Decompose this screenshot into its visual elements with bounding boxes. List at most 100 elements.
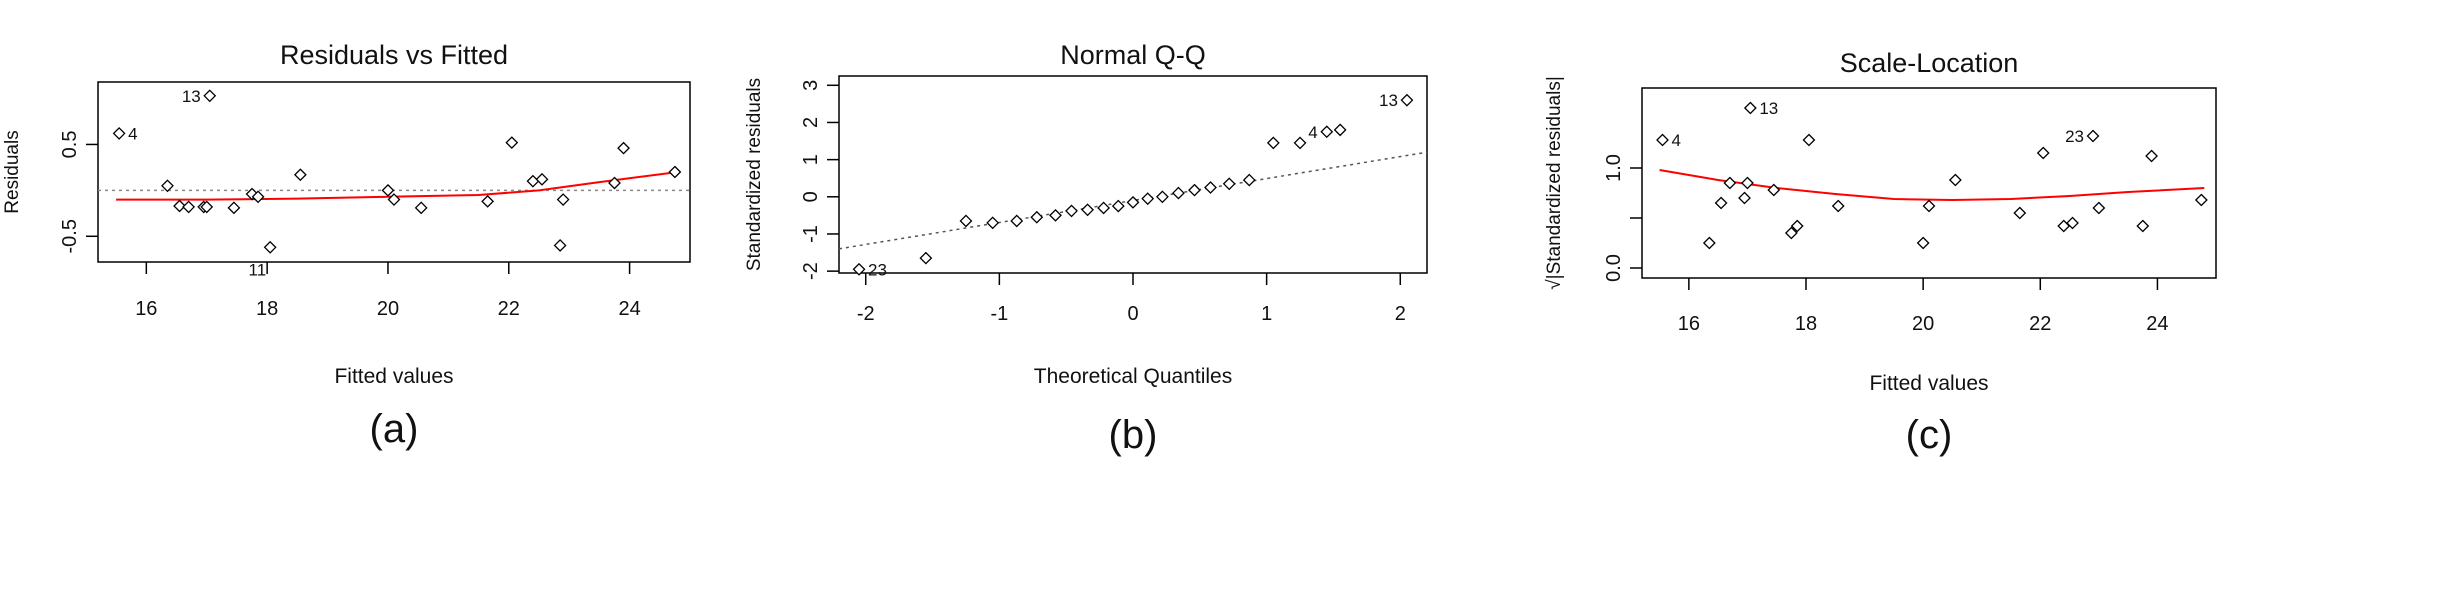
data-point: [381, 183, 395, 197]
y-tick-label: 1.0: [1603, 154, 1625, 182]
y-tick-label: 0.5: [59, 131, 81, 159]
data-point: [553, 239, 567, 252]
y-axis-label: Residuals: [2, 130, 23, 213]
data-point: [1948, 173, 1962, 187]
data-point: [526, 174, 540, 188]
data-point: [1266, 136, 1280, 150]
point-label: 13: [1759, 99, 1778, 118]
data-point: [919, 251, 933, 265]
data-point: [2013, 206, 2027, 220]
data-point: [2066, 216, 2079, 230]
y-tick-label: 1: [800, 154, 822, 165]
data-point: [293, 168, 307, 182]
chart-panel-1: Residuals vs Fitted 16 18 20 22 24 -0.5 0.5 Fitt…: [2, 40, 691, 451]
data-point: [1172, 186, 1185, 200]
chart-title: Residuals vs Fitted: [280, 40, 508, 70]
chart-title: Scale-Location: [1840, 48, 2019, 78]
data-point: [959, 214, 973, 228]
data-point: [1111, 199, 1125, 213]
x-tick-label: 0: [1127, 303, 1138, 325]
data-point: [1049, 208, 1062, 222]
data-point: [200, 200, 214, 214]
point-label: 23: [2065, 127, 2084, 146]
data-point: [1155, 190, 1169, 204]
data-point: [556, 193, 570, 206]
y-tick-label: -0.5: [59, 219, 81, 253]
plot-frame: [838, 75, 1428, 274]
x-tick-label: -1: [990, 303, 1008, 325]
data-point: [1097, 201, 1111, 215]
data-point: [227, 201, 241, 215]
data-point: [1738, 191, 1751, 205]
data-point: [2145, 149, 2158, 163]
point-label: 4: [1672, 131, 1681, 150]
point-label: 23: [868, 260, 887, 279]
data-point: [1767, 183, 1781, 197]
data-point: [608, 176, 621, 190]
x-tick-label: 18: [1795, 313, 1817, 335]
chart-title: Normal Q-Q: [1060, 40, 1206, 70]
x-tick-label: 20: [377, 298, 399, 320]
data-point: [505, 136, 519, 150]
data-point: [1204, 181, 1217, 194]
data-point: [481, 194, 495, 208]
chart-panel-3: Scale-Location 16 18 20 22 24 0.0 1.0 Fitted val…: [1544, 48, 2217, 457]
x-axis-label: Fitted values: [334, 365, 453, 388]
data-point: [2086, 129, 2100, 143]
data-point: [1916, 236, 1930, 250]
data-point: [986, 216, 1000, 230]
x-tick-label: -2: [857, 303, 875, 325]
x-tick-label: 16: [1678, 313, 1700, 335]
data-point: [1141, 192, 1155, 206]
data-point: [852, 262, 866, 276]
x-tick-label: 22: [498, 298, 520, 320]
data-point: [1790, 219, 1804, 233]
x-axis-label: Theoretical Quantiles: [1034, 365, 1232, 388]
data-point: [251, 190, 265, 204]
data-point: [414, 201, 428, 215]
data-point: [1320, 125, 1334, 139]
data-point: [1831, 199, 1845, 213]
x-tick-label: 2: [1395, 303, 1406, 325]
data-point: [2136, 219, 2150, 233]
data-point: [173, 199, 186, 213]
data-point: [203, 89, 217, 103]
y-tick-label: -1: [800, 225, 822, 243]
data-point: [535, 172, 549, 186]
y-tick-label: 2: [800, 117, 822, 128]
data-point: [1743, 101, 1757, 115]
y-axis-label: Standardized residuals: [744, 78, 765, 271]
plot-frame: [1641, 87, 2217, 279]
plot-frame: [97, 81, 691, 263]
y-tick-label: 0.0: [1603, 254, 1625, 282]
smooth-line: [116, 171, 679, 201]
data-point: [1242, 173, 1256, 187]
data-point: [1333, 123, 1347, 137]
x-tick-label: 22: [2029, 313, 2051, 335]
data-point: [1400, 93, 1414, 107]
data-point: [263, 240, 277, 254]
data-point: [1802, 133, 1816, 147]
x-tick-label: 16: [135, 298, 157, 320]
x-tick-label: 18: [256, 298, 278, 320]
x-tick-label: 20: [1912, 313, 1934, 335]
data-point: [2036, 146, 2050, 160]
data-point: [1030, 210, 1044, 224]
data-point: [1188, 183, 1201, 197]
data-point: [1081, 203, 1094, 217]
panel-caption: (c): [1906, 413, 1953, 457]
y-tick-label: -2: [800, 262, 822, 280]
x-tick-label: 1: [1261, 303, 1272, 325]
data-point: [1126, 195, 1140, 209]
x-axis-label: Fitted values: [1869, 372, 1988, 395]
point-label: 4: [1308, 123, 1317, 142]
x-tick-label: 24: [618, 298, 640, 320]
point-label: 13: [1379, 91, 1398, 110]
data-point: [1741, 176, 1754, 190]
y-tick-label: 0: [800, 191, 822, 202]
data-point: [668, 165, 682, 179]
y-tick-label: 3: [800, 80, 822, 91]
data-point: [1723, 176, 1737, 190]
